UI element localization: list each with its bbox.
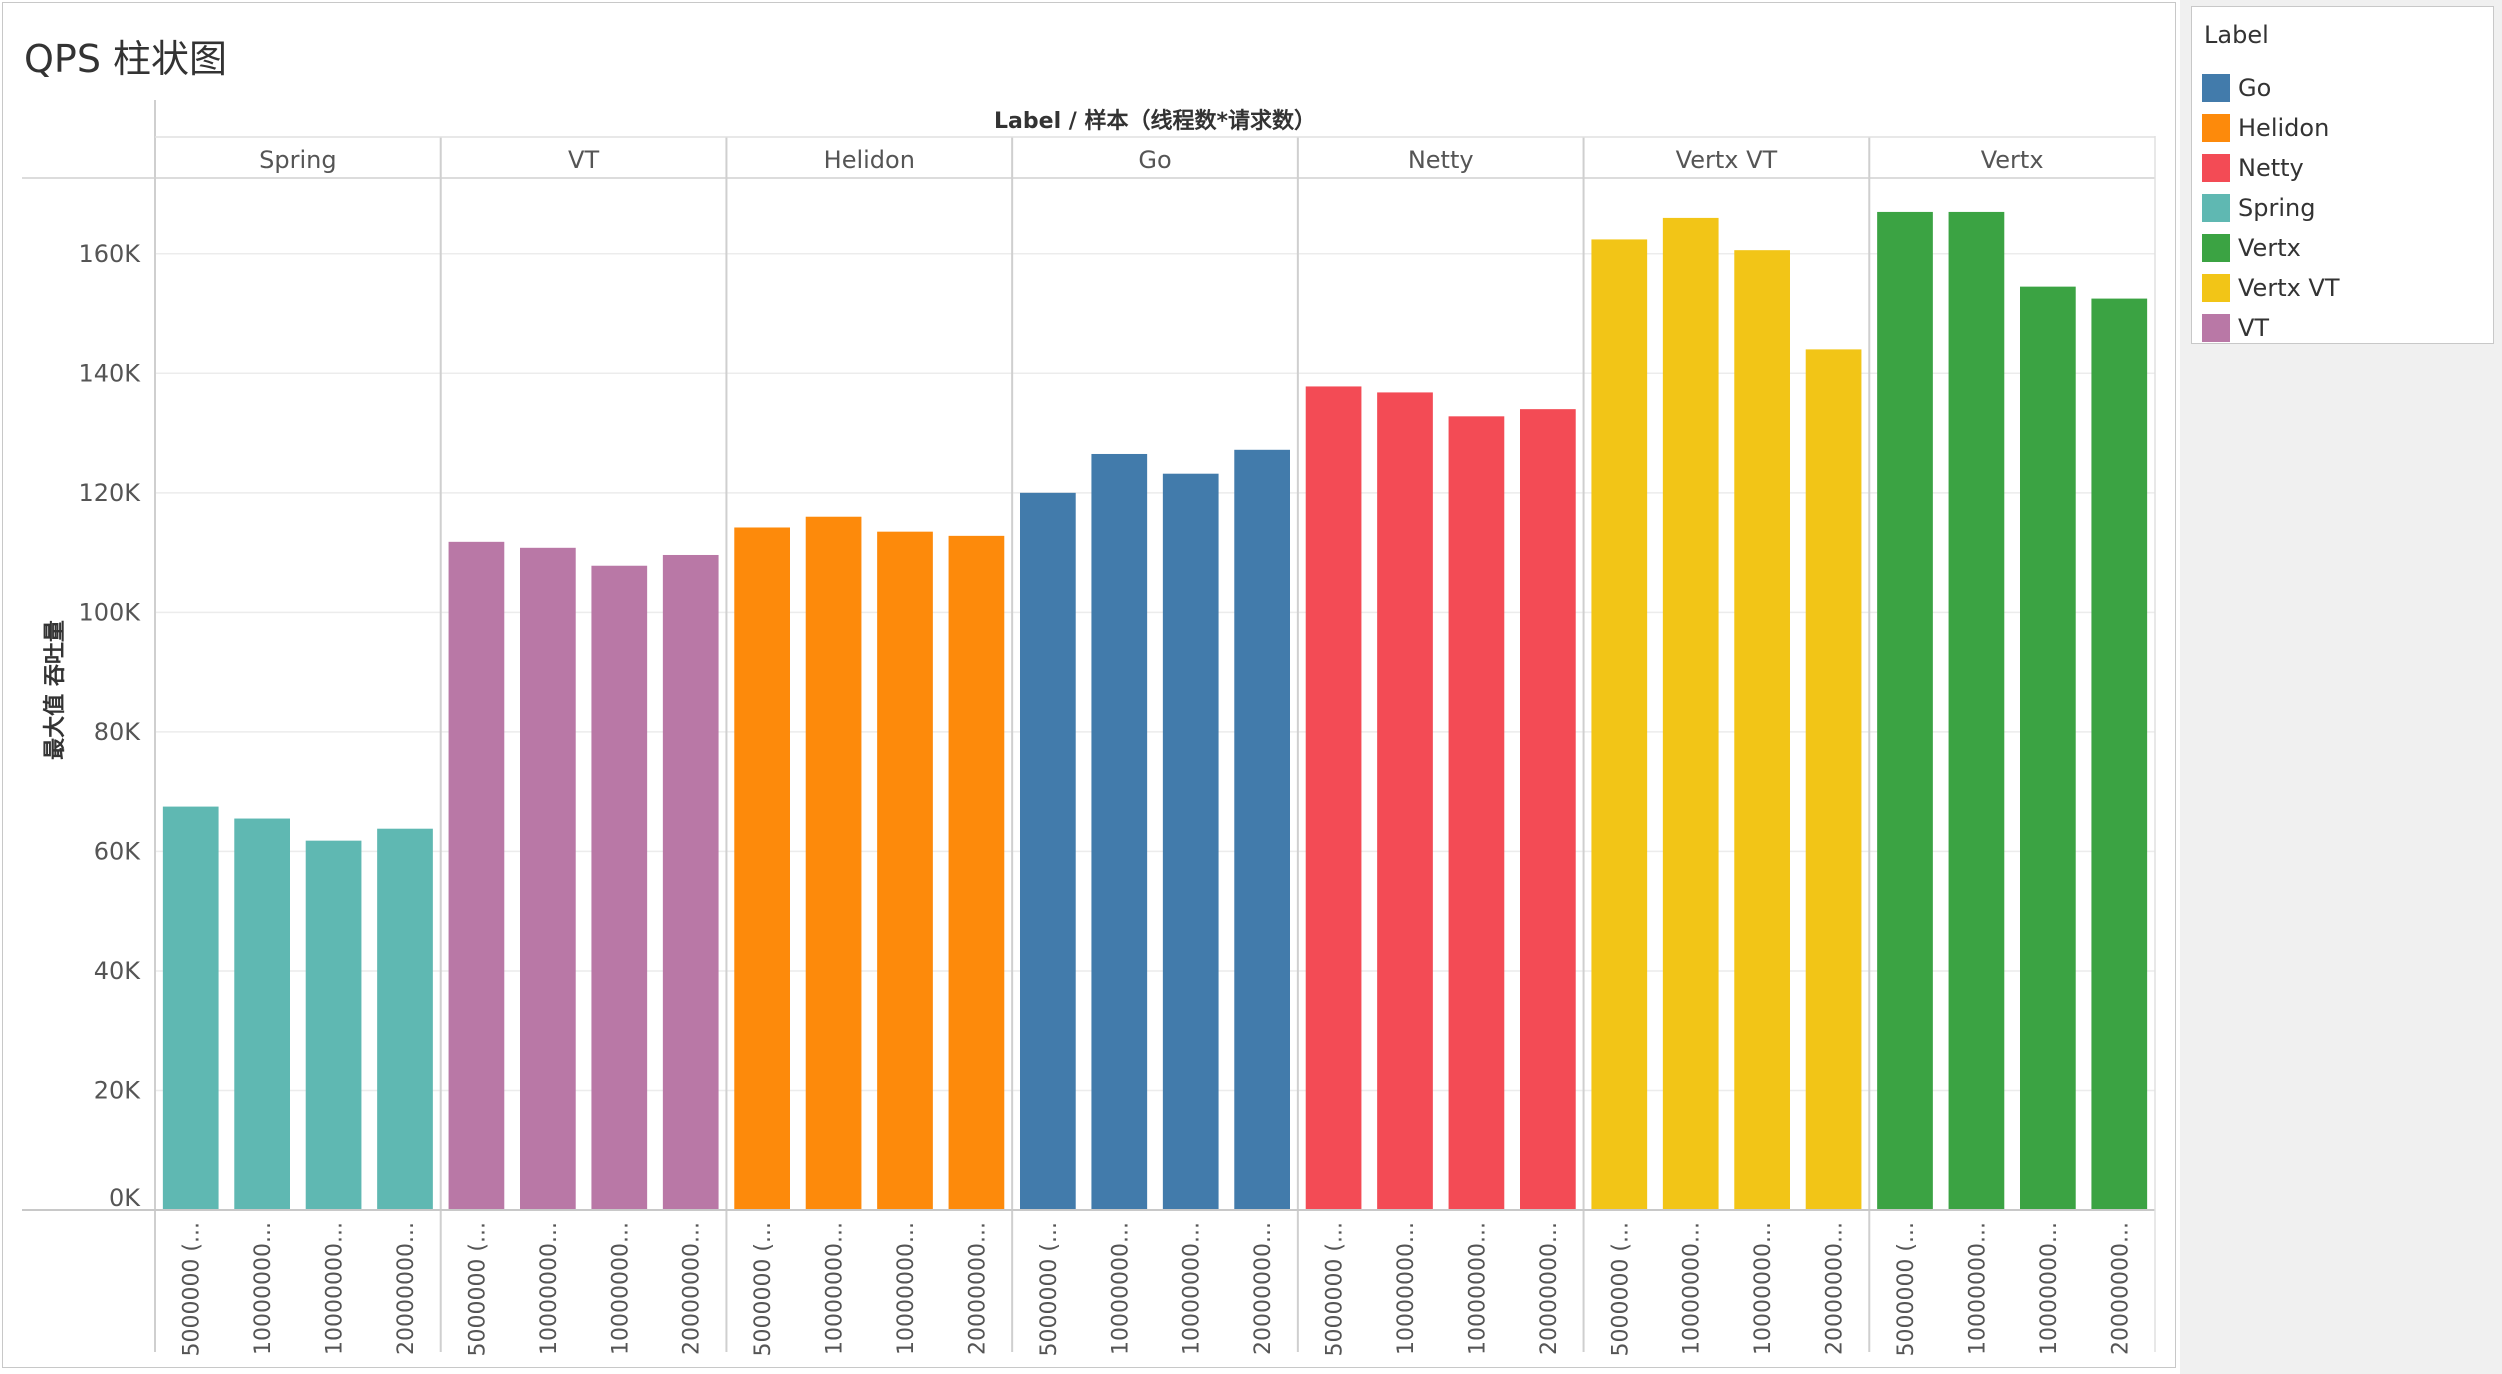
legend-label: Netty xyxy=(2238,154,2304,182)
legend-swatch xyxy=(2202,114,2230,142)
legend-title: Label xyxy=(2204,21,2269,49)
legend-label: Spring xyxy=(2238,194,2316,222)
legend-label: Go xyxy=(2238,74,2272,102)
legend-swatch xyxy=(2202,194,2230,222)
legend-label: Helidon xyxy=(2238,114,2330,142)
legend-swatch xyxy=(2202,314,2230,342)
legend-swatch xyxy=(2202,74,2230,102)
legend-item-spring[interactable]: Spring xyxy=(2202,193,2315,223)
legend-swatch xyxy=(2202,154,2230,182)
legend-item-vt[interactable]: VT xyxy=(2202,313,2269,343)
legend-label: Vertx xyxy=(2238,234,2301,262)
legend-item-go[interactable]: Go xyxy=(2202,73,2271,103)
chart-title: QPS 柱状图 xyxy=(24,37,228,81)
legend[interactable]: Label Go Helidon Netty Spring Vertx Vert… xyxy=(2191,6,2494,344)
legend-item-netty[interactable]: Netty xyxy=(2202,153,2304,183)
legend-label: Vertx VT xyxy=(2238,274,2340,302)
legend-item-vertx-vt[interactable]: Vertx VT xyxy=(2202,273,2340,303)
legend-swatch xyxy=(2202,234,2230,262)
chart-frame xyxy=(2,2,2176,1368)
legend-item-helidon[interactable]: Helidon xyxy=(2202,113,2329,143)
legend-swatch xyxy=(2202,274,2230,302)
legend-item-vertx[interactable]: Vertx xyxy=(2202,233,2301,263)
legend-label: VT xyxy=(2238,314,2270,342)
